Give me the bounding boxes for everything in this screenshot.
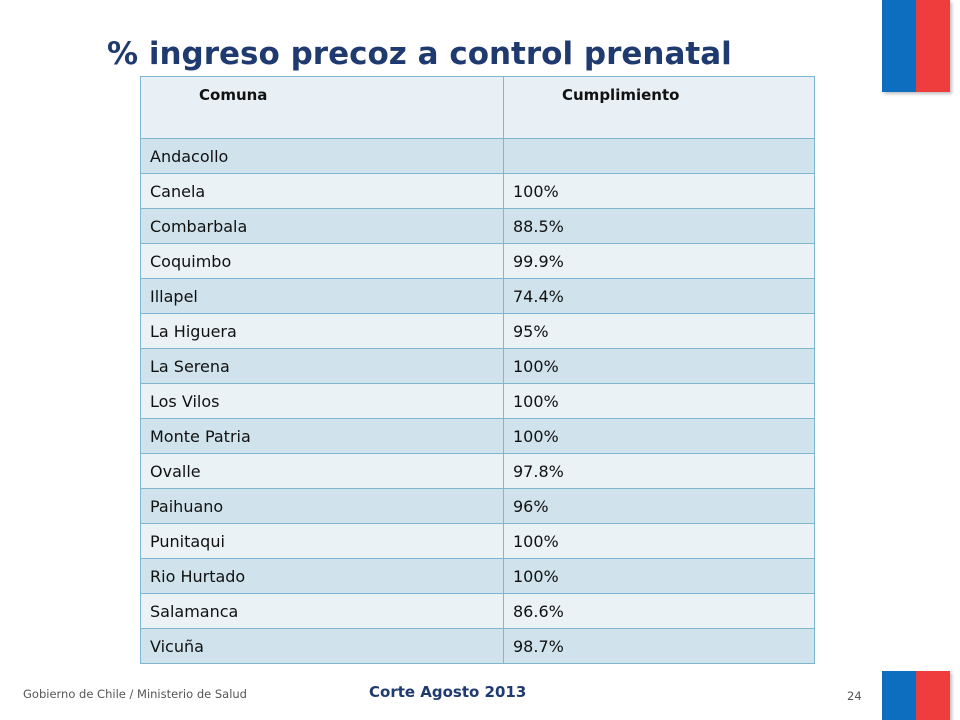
cell-comuna: Rio Hurtado [140, 558, 504, 594]
column-header-cumplimiento: Cumplimiento [503, 76, 815, 139]
table-header-row: Comuna Cumplimiento [140, 76, 815, 139]
cell-cumplimiento: 100% [503, 418, 815, 454]
footer-organization: Gobierno de Chile / Ministerio de Salud [23, 687, 247, 701]
table-row: La Serena 100% [140, 348, 815, 384]
cell-cumplimiento: 96% [503, 488, 815, 524]
table-row: Punitaqui 100% [140, 523, 815, 559]
cell-comuna: Monte Patria [140, 418, 504, 454]
table-row: Canela 100% [140, 173, 815, 209]
footer-date-cutoff: Corte Agosto 2013 [369, 683, 527, 701]
table-row: Paihuano 96% [140, 488, 815, 524]
cell-comuna: Combarbala [140, 208, 504, 244]
cell-cumplimiento: 100% [503, 523, 815, 559]
cell-cumplimiento: 74.4% [503, 278, 815, 314]
cell-comuna: Salamanca [140, 593, 504, 629]
table-row: Illapel 74.4% [140, 278, 815, 314]
cell-cumplimiento: 100% [503, 348, 815, 384]
cell-cumplimiento: 100% [503, 558, 815, 594]
cell-cumplimiento: 98.7% [503, 628, 815, 664]
flag-red-stripe [916, 0, 950, 92]
table-row: Combarbala 88.5% [140, 208, 815, 244]
page-number: 24 [847, 689, 862, 703]
cell-comuna: Vicuña [140, 628, 504, 664]
cell-comuna: Punitaqui [140, 523, 504, 559]
chile-flag-logo-top [882, 0, 950, 92]
cell-cumplimiento: 97.8% [503, 453, 815, 489]
compliance-table: Comuna Cumplimiento Andacollo Canela 100% C… [140, 76, 815, 664]
cell-cumplimiento: 99.9% [503, 243, 815, 279]
cell-cumplimiento: 95% [503, 313, 815, 349]
table-row: La Higuera 95% [140, 313, 815, 349]
table-row: Los Vilos 100% [140, 383, 815, 419]
slide-title: % ingreso precoz a control prenatal [107, 36, 732, 72]
flag-red-stripe [916, 671, 950, 720]
cell-comuna: Los Vilos [140, 383, 504, 419]
cell-comuna: Coquimbo [140, 243, 504, 279]
cell-cumplimiento: 100% [503, 173, 815, 209]
cell-cumplimiento: 86.6% [503, 593, 815, 629]
cell-comuna: Paihuano [140, 488, 504, 524]
column-header-comuna: Comuna [140, 76, 504, 139]
table-row: Monte Patria 100% [140, 418, 815, 454]
table-row: Ovalle 97.8% [140, 453, 815, 489]
cell-cumplimiento: 100% [503, 383, 815, 419]
flag-blue-stripe [882, 0, 916, 92]
cell-comuna: Illapel [140, 278, 504, 314]
flag-blue-stripe [882, 671, 916, 720]
table-row: Vicuña 98.7% [140, 628, 815, 664]
cell-comuna: Andacollo [140, 138, 504, 174]
chile-flag-logo-bottom [882, 671, 950, 720]
cell-comuna: La Serena [140, 348, 504, 384]
table-row: Andacollo [140, 138, 815, 174]
table-row: Rio Hurtado 100% [140, 558, 815, 594]
compliance-table-container: Comuna Cumplimiento Andacollo Canela 100% C… [140, 76, 815, 664]
cell-comuna: La Higuera [140, 313, 504, 349]
cell-cumplimiento [503, 138, 815, 174]
table-body: Andacollo Canela 100% Combarbala 88.5% Coquim… [140, 138, 815, 664]
cell-comuna: Canela [140, 173, 504, 209]
table-row: Coquimbo 99.9% [140, 243, 815, 279]
cell-cumplimiento: 88.5% [503, 208, 815, 244]
table-row: Salamanca 86.6% [140, 593, 815, 629]
cell-comuna: Ovalle [140, 453, 504, 489]
